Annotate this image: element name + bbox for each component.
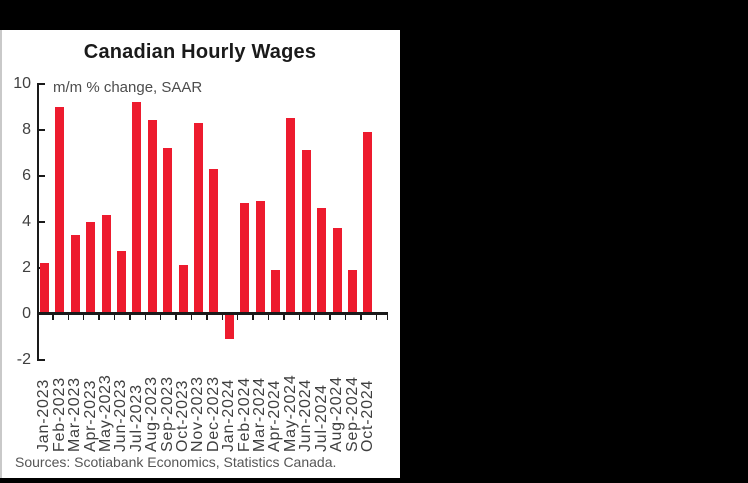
x-axis-tick	[67, 314, 69, 320]
bar	[255, 200, 265, 314]
x-axis-category-label: Aug-2024	[328, 376, 346, 452]
x-axis-tick	[298, 314, 301, 320]
chart-panel: Canadian Hourly Wages m/m % change, SAAR…	[0, 30, 400, 478]
x-axis-tick	[98, 314, 100, 320]
x-axis-category-label: Oct-2024	[358, 379, 376, 452]
bar	[147, 120, 157, 314]
bar	[363, 131, 373, 314]
chart-subtitle: m/m % change, SAAR	[53, 79, 203, 96]
bar	[348, 269, 357, 314]
x-axis-tick	[236, 314, 239, 320]
x-axis-category-label: Jan-2024	[220, 378, 238, 452]
bar	[116, 251, 126, 314]
chart-title: Canadian Hourly Wages	[83, 41, 317, 63]
x-axis-line	[37, 312, 388, 315]
bar	[101, 214, 111, 314]
bar	[240, 203, 250, 314]
x-axis-category-label: Jan-2023	[35, 378, 53, 452]
bar	[270, 269, 280, 314]
x-axis-tick	[344, 314, 347, 320]
bar	[86, 221, 96, 314]
x-axis-tick	[82, 314, 85, 320]
y-axis-tick-label: 2	[22, 258, 31, 276]
bar	[70, 235, 80, 314]
bar	[132, 101, 142, 314]
x-axis-category-label: Aug-2023	[143, 376, 161, 452]
x-axis-tick	[159, 314, 162, 320]
bar	[178, 265, 188, 314]
x-axis-tick	[360, 314, 362, 320]
bar	[39, 262, 49, 314]
panel-left-edge	[0, 30, 2, 478]
x-axis-tick	[375, 314, 378, 320]
x-axis-tick	[386, 314, 388, 320]
bar	[286, 118, 296, 314]
bar	[332, 228, 342, 314]
x-axis-tick	[144, 314, 147, 320]
y-axis-tick-label: -2	[16, 350, 31, 368]
x-axis-category-label: Mar-2023	[66, 377, 84, 452]
x-axis-tick	[267, 314, 270, 320]
y-axis-tick-label: 0	[22, 304, 31, 322]
y-axis-tick	[37, 82, 45, 85]
y-axis-tick-label: 8	[22, 120, 31, 138]
x-axis-tick	[313, 314, 316, 320]
x-axis-tick	[252, 314, 254, 320]
x-axis-tick	[129, 314, 131, 320]
x-axis-tick	[175, 314, 177, 320]
bar	[209, 168, 219, 314]
y-axis-tick	[37, 174, 45, 177]
bar	[317, 207, 327, 314]
bar	[301, 150, 311, 314]
y-axis-tick	[37, 358, 45, 361]
x-axis-tick	[206, 314, 208, 320]
x-axis-tick	[283, 314, 285, 320]
x-axis-tick	[190, 314, 193, 320]
x-axis-tick	[113, 314, 116, 320]
source-note: Sources: Scotiabank Economics, Statistic…	[15, 454, 337, 470]
x-axis-tick	[52, 314, 54, 320]
bar	[163, 147, 173, 314]
bar	[224, 313, 234, 339]
y-axis-tick-label: 10	[13, 74, 31, 92]
bar	[55, 106, 65, 314]
x-axis-category-label: Jun-2024	[297, 378, 315, 452]
x-axis-tick	[36, 314, 39, 320]
bar	[193, 122, 203, 314]
y-axis-tick-label: 6	[22, 166, 31, 184]
y-axis-tick	[37, 128, 45, 131]
y-axis-tick-label: 4	[22, 212, 31, 230]
x-axis-tick	[329, 314, 331, 320]
y-axis-tick	[37, 220, 45, 223]
x-axis-tick	[221, 314, 224, 320]
